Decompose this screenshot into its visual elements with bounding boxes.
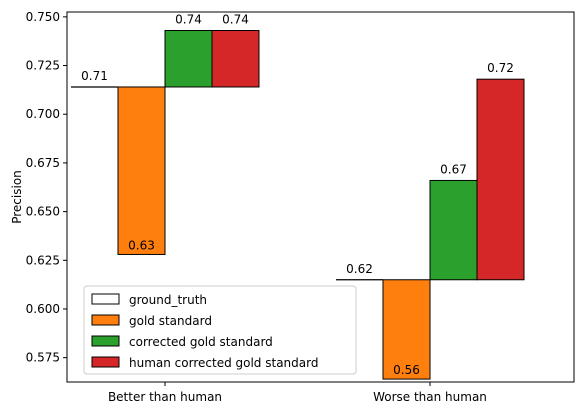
- y-axis: 0.575 0.600 0.625 0.650 0.675 0.700 0.725 0.750: [26, 10, 67, 365]
- y-tick-label: 0.650: [26, 205, 60, 219]
- legend-swatch: [91, 314, 120, 326]
- bar: [164, 30, 213, 88]
- data-label: 0.71: [81, 69, 108, 83]
- data-label: 0.67: [440, 162, 467, 176]
- y-tick-label: 0.725: [26, 59, 60, 73]
- baseline-layer: [71, 86, 383, 281]
- y-tick-label: 0.575: [26, 351, 60, 365]
- bar: [211, 30, 260, 88]
- data-label: 0.62: [346, 262, 373, 276]
- legend-swatch: [91, 335, 120, 347]
- bar: [429, 179, 478, 281]
- data-label: 0.63: [128, 238, 155, 252]
- bar: [382, 279, 431, 380]
- y-tick-label: 0.700: [26, 107, 60, 121]
- bar: [476, 78, 525, 281]
- y-axis-label: Precision: [10, 170, 24, 224]
- legend-box: [83, 285, 357, 375]
- data-labels-layer: 0.71 0.63 0.74 0.74 0.62 0.56 0.67 0.72: [81, 13, 514, 378]
- data-label: 0.72: [487, 61, 514, 75]
- plot-frame: [66, 11, 575, 383]
- data-label: 0.74: [222, 13, 249, 27]
- x-axis: Better than human Worse than human: [108, 382, 487, 404]
- legend-label: human corrected gold standard: [129, 356, 318, 370]
- y-tick-label: 0.750: [26, 10, 60, 24]
- x-tick-label: Worse than human: [373, 390, 487, 404]
- y-tick-label: 0.625: [26, 253, 60, 267]
- legend-swatch: [91, 356, 120, 368]
- legend-label: ground_truth: [129, 293, 207, 307]
- legend-label: gold standard: [129, 314, 212, 328]
- x-tick-label: Better than human: [108, 390, 222, 404]
- bar: [117, 86, 166, 255]
- data-label: 0.74: [175, 13, 202, 27]
- y-tick-label: 0.675: [26, 156, 60, 170]
- bars-layer: [117, 30, 525, 380]
- legend-swatch: [91, 293, 120, 305]
- legend-label: corrected gold standard: [129, 335, 273, 349]
- data-label: 0.56: [393, 363, 420, 377]
- y-tick-label: 0.600: [26, 302, 60, 316]
